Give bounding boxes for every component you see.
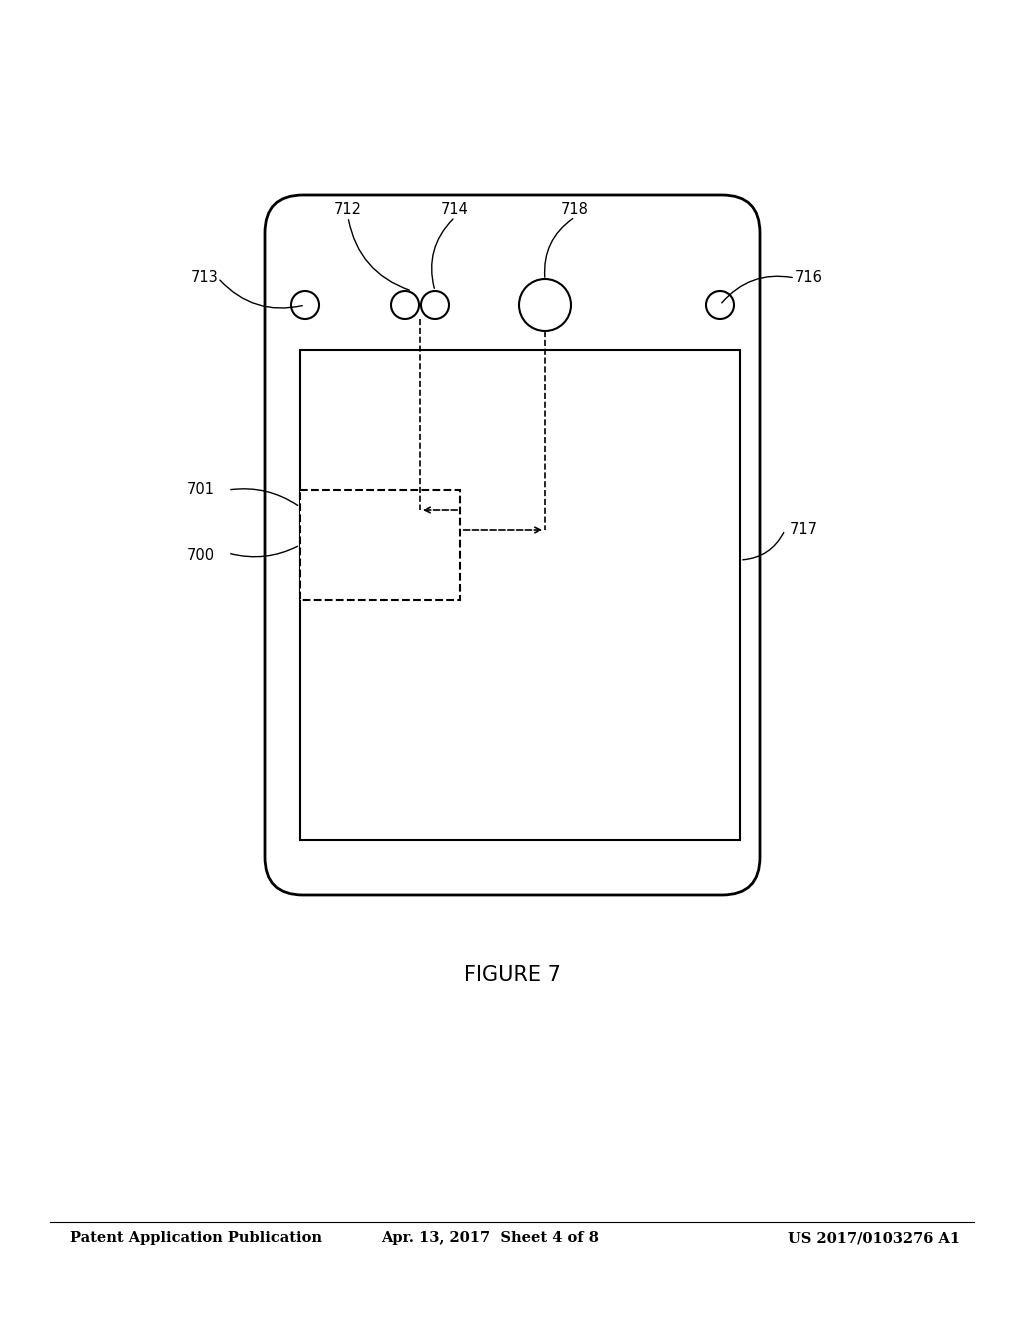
Text: 717: 717 (790, 523, 818, 537)
Bar (300, 490, 460, 601)
Text: 713: 713 (190, 271, 218, 285)
Text: 718: 718 (561, 202, 589, 218)
Text: Patent Application Publication: Patent Application Publication (70, 1232, 322, 1245)
Text: 714: 714 (441, 202, 469, 218)
Text: 701: 701 (187, 483, 215, 498)
Text: FIGURE 7: FIGURE 7 (464, 965, 560, 985)
Text: US 2017/0103276 A1: US 2017/0103276 A1 (787, 1232, 961, 1245)
Text: 712: 712 (334, 202, 362, 218)
Text: 700: 700 (186, 548, 215, 562)
Text: 716: 716 (795, 271, 823, 285)
Text: Apr. 13, 2017  Sheet 4 of 8: Apr. 13, 2017 Sheet 4 of 8 (381, 1232, 599, 1245)
FancyBboxPatch shape (265, 195, 760, 895)
Bar (300, 350, 740, 840)
